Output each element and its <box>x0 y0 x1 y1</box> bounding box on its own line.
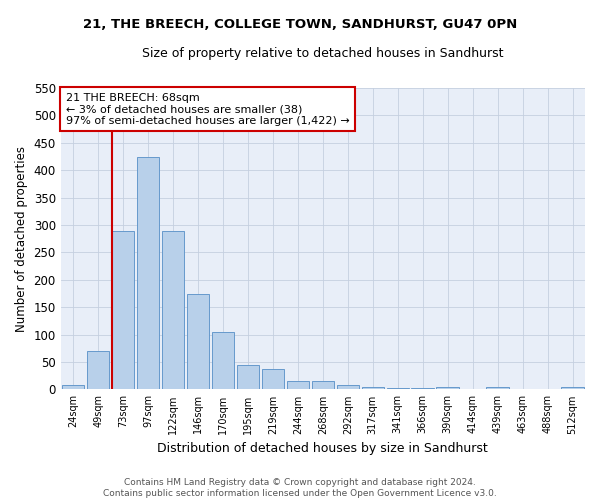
Bar <box>311 381 334 390</box>
Bar <box>62 385 85 390</box>
Bar <box>487 386 509 390</box>
Title: Size of property relative to detached houses in Sandhurst: Size of property relative to detached ho… <box>142 48 503 60</box>
Bar <box>262 368 284 390</box>
Bar <box>412 388 434 390</box>
Bar <box>212 332 234 390</box>
Bar <box>561 386 584 390</box>
Bar <box>287 381 309 390</box>
Bar <box>362 386 384 390</box>
Bar <box>112 230 134 390</box>
Text: 21, THE BREECH, COLLEGE TOWN, SANDHURST, GU47 0PN: 21, THE BREECH, COLLEGE TOWN, SANDHURST,… <box>83 18 517 30</box>
X-axis label: Distribution of detached houses by size in Sandhurst: Distribution of detached houses by size … <box>157 442 488 455</box>
Bar <box>87 351 109 390</box>
Bar <box>337 385 359 390</box>
Bar <box>386 388 409 390</box>
Bar <box>436 386 459 390</box>
Text: 21 THE BREECH: 68sqm
← 3% of detached houses are smaller (38)
97% of semi-detach: 21 THE BREECH: 68sqm ← 3% of detached ho… <box>66 92 350 126</box>
Bar <box>187 294 209 390</box>
Bar <box>236 365 259 390</box>
Text: Contains HM Land Registry data © Crown copyright and database right 2024.
Contai: Contains HM Land Registry data © Crown c… <box>103 478 497 498</box>
Bar <box>162 230 184 390</box>
Bar <box>137 156 159 390</box>
Y-axis label: Number of detached properties: Number of detached properties <box>15 146 28 332</box>
